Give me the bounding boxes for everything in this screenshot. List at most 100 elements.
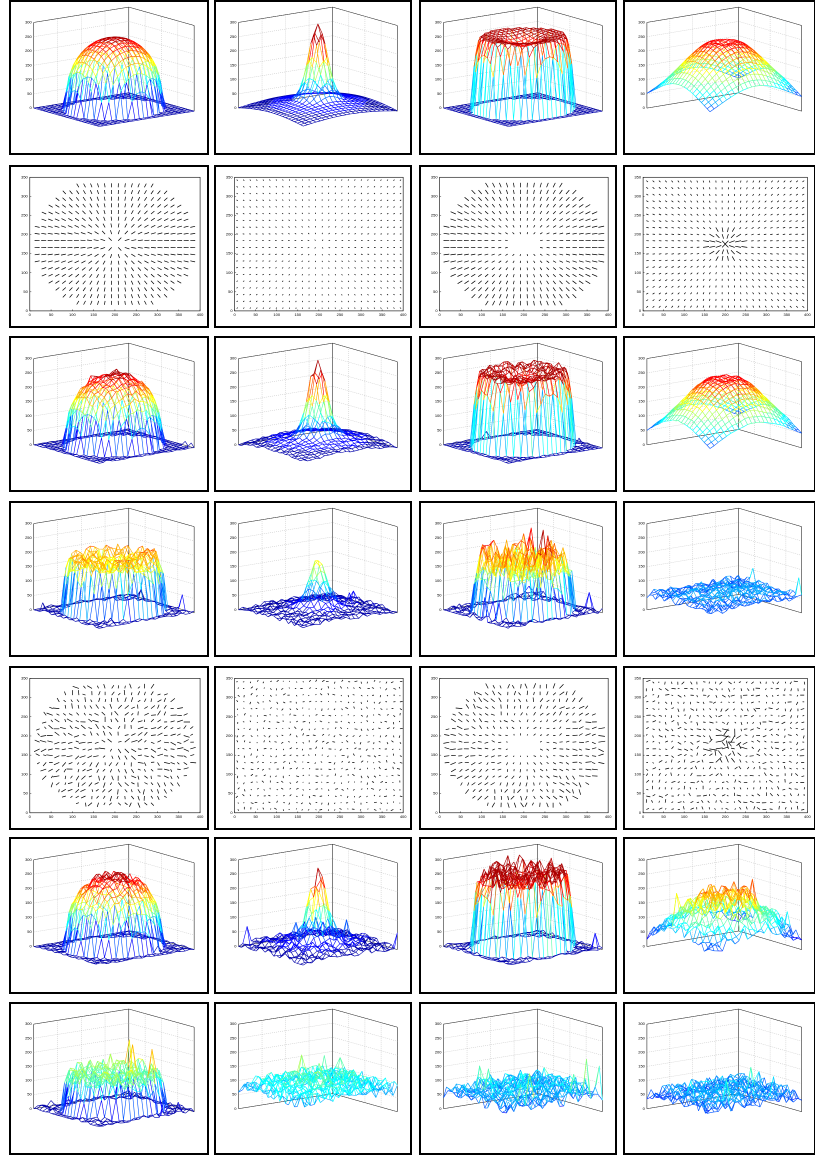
y-tick-label: 50 bbox=[23, 791, 28, 796]
x-tick-label: 50 bbox=[661, 312, 666, 317]
z-tick-label: 200 bbox=[435, 48, 442, 53]
z-tick-label: 150 bbox=[435, 1063, 442, 1068]
x-tick-label: 300 bbox=[563, 312, 570, 317]
z-tick-label: 50 bbox=[232, 91, 237, 96]
z-tick-label: 300 bbox=[435, 521, 442, 526]
y-tick-label: 50 bbox=[228, 289, 233, 294]
x-tick-label: 100 bbox=[273, 814, 280, 819]
x-tick-label: 350 bbox=[175, 312, 182, 317]
y-tick-label: 350 bbox=[21, 675, 28, 680]
z-tick-label: 250 bbox=[230, 34, 237, 39]
panel-frame bbox=[215, 337, 411, 491]
z-tick-label: 200 bbox=[435, 384, 442, 389]
x-tick-label: 100 bbox=[69, 814, 76, 819]
y-tick-label: 150 bbox=[21, 251, 28, 256]
x-tick-label: 250 bbox=[337, 814, 344, 819]
panel: 0501001502002503003504000501001502002503… bbox=[420, 667, 616, 829]
z-tick-label: 300 bbox=[638, 857, 645, 862]
y-tick-label: 350 bbox=[431, 675, 438, 680]
z-tick-label: 300 bbox=[230, 356, 237, 361]
x-tick-label: 150 bbox=[701, 814, 708, 819]
z-tick-label: 250 bbox=[230, 370, 237, 375]
panel: 0501001502002503003504000501001502002503… bbox=[10, 166, 208, 327]
y-tick-label: 150 bbox=[226, 251, 233, 256]
y-tick-label: 50 bbox=[228, 791, 233, 796]
y-tick-label: 250 bbox=[226, 714, 233, 719]
y-tick-label: 250 bbox=[634, 213, 641, 218]
y-tick-label: 200 bbox=[634, 232, 641, 237]
z-tick-label: 150 bbox=[230, 399, 237, 404]
panel: 050100150200250300 bbox=[215, 502, 411, 656]
z-tick-label: 50 bbox=[232, 1092, 237, 1097]
z-tick-label: 50 bbox=[27, 929, 32, 934]
panel-frame bbox=[420, 166, 616, 327]
z-tick-label: 50 bbox=[437, 91, 442, 96]
y-tick-label: 150 bbox=[634, 251, 641, 256]
x-tick-label: 150 bbox=[90, 312, 97, 317]
z-tick-label: 200 bbox=[638, 549, 645, 554]
z-tick-label: 200 bbox=[638, 886, 645, 891]
y-tick-label: 350 bbox=[226, 174, 233, 179]
z-tick-label: 150 bbox=[230, 62, 237, 67]
z-tick-label: 150 bbox=[25, 1063, 32, 1068]
x-tick-label: 100 bbox=[69, 312, 76, 317]
panel: 050100150200250300 bbox=[215, 838, 411, 993]
z-tick-label: 100 bbox=[435, 413, 442, 418]
z-tick-label: 150 bbox=[638, 1063, 645, 1068]
z-tick-label: 50 bbox=[27, 427, 32, 432]
z-tick-label: 250 bbox=[25, 1035, 32, 1040]
y-tick-label: 100 bbox=[21, 771, 28, 776]
panel-frame bbox=[420, 502, 616, 656]
z-tick-label: 50 bbox=[640, 91, 645, 96]
panel: 0501001502002503003504000501001502002503… bbox=[420, 166, 616, 327]
y-tick-label: 300 bbox=[226, 193, 233, 198]
z-tick-label: 100 bbox=[25, 915, 32, 920]
panel-frame bbox=[10, 502, 208, 656]
z-tick-label: 150 bbox=[638, 900, 645, 905]
z-tick-label: 50 bbox=[27, 1092, 32, 1097]
x-tick-label: 400 bbox=[197, 312, 204, 317]
z-tick-label: 150 bbox=[638, 399, 645, 404]
y-tick-label: 200 bbox=[21, 733, 28, 738]
z-tick-label: 250 bbox=[638, 34, 645, 39]
panel: 050100150200250300 bbox=[420, 1003, 616, 1154]
z-tick-label: 250 bbox=[435, 370, 442, 375]
z-tick-label: 100 bbox=[230, 77, 237, 82]
x-tick-label: 150 bbox=[90, 814, 97, 819]
x-tick-label: 350 bbox=[783, 312, 790, 317]
panel-frame bbox=[624, 337, 815, 491]
x-tick-label: 300 bbox=[763, 814, 770, 819]
panel-frame bbox=[420, 1, 616, 154]
z-tick-label: 50 bbox=[640, 1092, 645, 1097]
x-tick-label: 300 bbox=[563, 814, 570, 819]
z-tick-label: 150 bbox=[230, 900, 237, 905]
y-tick-label: 150 bbox=[21, 752, 28, 757]
z-tick-label: 100 bbox=[638, 77, 645, 82]
z-tick-label: 150 bbox=[230, 1063, 237, 1068]
z-tick-label: 300 bbox=[25, 857, 32, 862]
z-tick-label: 50 bbox=[640, 592, 645, 597]
x-tick-label: 350 bbox=[783, 814, 790, 819]
y-tick-label: 100 bbox=[431, 270, 438, 275]
z-tick-label: 100 bbox=[230, 1078, 237, 1083]
x-tick-label: 350 bbox=[584, 814, 591, 819]
z-tick-label: 300 bbox=[435, 356, 442, 361]
z-tick-label: 200 bbox=[25, 48, 32, 53]
z-tick-label: 50 bbox=[437, 1092, 442, 1097]
panel: 050100150200250300 bbox=[624, 337, 815, 491]
y-tick-label: 300 bbox=[21, 193, 28, 198]
x-tick-label: 150 bbox=[499, 312, 506, 317]
panel-frame bbox=[215, 1, 411, 154]
z-tick-label: 300 bbox=[435, 1021, 442, 1026]
z-tick-label: 300 bbox=[638, 1021, 645, 1026]
panel: 050100150200250300 bbox=[215, 337, 411, 491]
z-tick-label: 100 bbox=[25, 77, 32, 82]
y-tick-label: 250 bbox=[21, 714, 28, 719]
x-tick-label: 100 bbox=[681, 312, 688, 317]
z-tick-label: 250 bbox=[25, 535, 32, 540]
panel-frame bbox=[624, 502, 815, 656]
